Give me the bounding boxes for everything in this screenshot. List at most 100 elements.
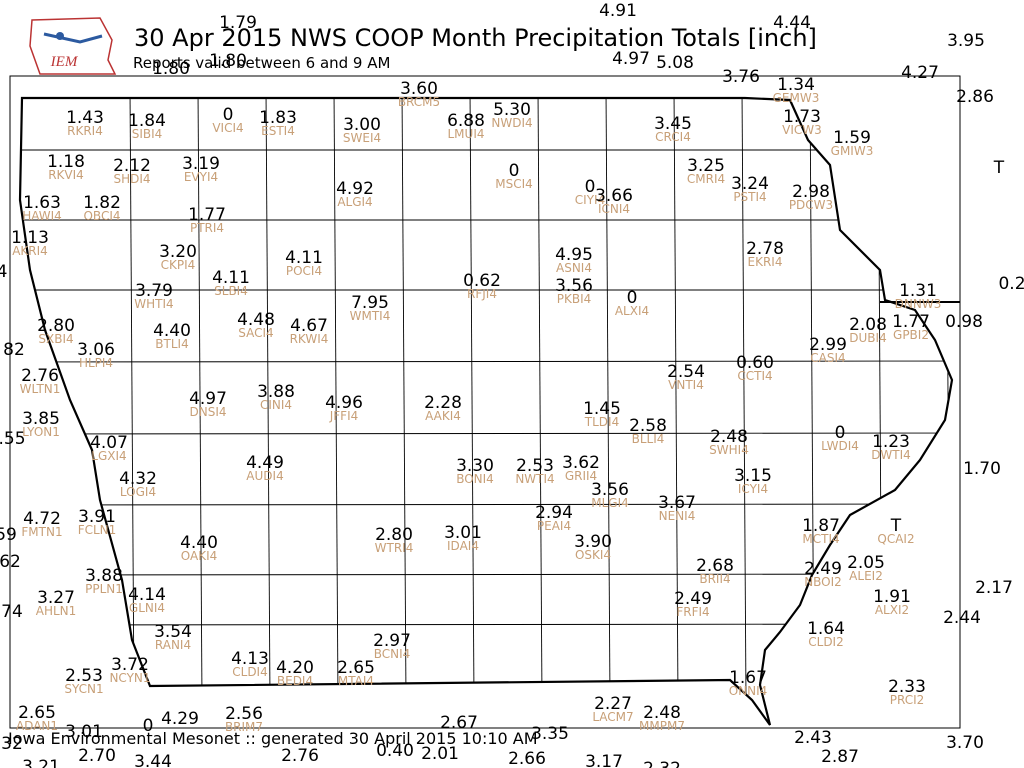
station-id: LACM7 [592, 710, 633, 724]
station-value: 3.88 [85, 566, 123, 586]
station-id: FRFI4 [676, 605, 709, 619]
station-value: 7.95 [351, 293, 389, 313]
station-id: ASNI4 [556, 261, 592, 275]
station-value: 1.80 [209, 51, 247, 71]
station-value: 3.90 [574, 532, 612, 552]
station-value: 1.23 [872, 432, 910, 452]
station-value: 0.2 [998, 274, 1024, 294]
station-id: AUDI4 [246, 469, 283, 483]
station-value: 1.91 [873, 587, 911, 607]
station-value: 1.80 [152, 59, 190, 79]
station-value: 4.44 [773, 13, 811, 33]
county-line [605, 98, 611, 701]
station-id: LGXI4 [91, 449, 126, 463]
station-value: 2.53 [516, 456, 554, 476]
county-line [20, 360, 952, 363]
station-value: 3.70 [946, 733, 984, 753]
station-value: 2.87 [821, 747, 859, 767]
station: 1.79 [219, 13, 257, 33]
station-id: VICI4 [212, 121, 243, 135]
station-id: BRCM5 [398, 95, 440, 109]
station-value: 4.92 [336, 179, 374, 199]
subtitle: Reports valid between 6 and 9 AM [133, 54, 390, 72]
county-line [469, 98, 475, 701]
station-value: 4.97 [189, 389, 227, 409]
station-value: 2.76 [21, 366, 59, 386]
footer: Iowa Environmental Mesonet :: generated … [8, 729, 538, 748]
station-value: 4.40 [153, 321, 191, 341]
station-value: 4.29 [161, 709, 199, 729]
station: 2.01 [421, 744, 459, 764]
station-value: 2.49 [804, 559, 842, 579]
station-id: IDAI4 [447, 539, 479, 553]
station-id: WTRI4 [375, 541, 414, 555]
station-value: 5.08 [656, 53, 694, 73]
station-id: EKRI4 [748, 255, 783, 269]
station-id: CRCI4 [655, 130, 691, 144]
station: 0.40 [376, 741, 414, 761]
station-value: 1.59 [833, 128, 871, 148]
station-value: 2.48 [710, 427, 748, 447]
station: 3.35 [531, 724, 569, 744]
station: 32 [1, 734, 23, 754]
map-frame [9, 75, 961, 729]
station-value: 3.91 [78, 507, 116, 527]
station: 5.08 [656, 53, 694, 73]
station-value: 3.06 [77, 340, 115, 360]
station-value: 0 [143, 716, 154, 736]
station-value: 2.27 [594, 694, 632, 714]
station: 3.01 [65, 722, 103, 742]
station-id: VICW3 [782, 123, 822, 137]
station-value: 1.79 [219, 13, 257, 33]
station-id: SXBI4 [38, 332, 73, 346]
station-value: 6.88 [447, 111, 485, 131]
station: 2.66 [508, 749, 546, 768]
station-id: LWDI4 [821, 439, 859, 453]
station: 0.2 [998, 274, 1024, 294]
station-value: 3.45 [654, 114, 692, 134]
county-line [401, 98, 407, 701]
station-value: 82 [3, 340, 25, 360]
station-id: NCYN1 [109, 671, 150, 685]
station-value: 1.63 [23, 193, 61, 213]
station-id: FCLN1 [78, 523, 117, 537]
station: 1.70 [963, 459, 1001, 479]
station-value: 3.60 [400, 79, 438, 99]
station-value: 1.45 [583, 399, 621, 419]
station-id: ALXI2 [875, 603, 909, 617]
station: 3.70 [946, 733, 984, 753]
county-line [537, 98, 543, 701]
station-id: GRII4 [565, 469, 597, 483]
station-id: CLDI4 [232, 665, 267, 679]
station-value: 3.79 [135, 281, 173, 301]
station-id: OBCI4 [83, 209, 120, 223]
station-id: NENI4 [659, 509, 696, 523]
county-lines [20, 98, 952, 701]
state-outline [18, 96, 954, 726]
county-line [265, 98, 271, 701]
station: 3.44 [134, 752, 172, 768]
station-value: 4.95 [555, 245, 593, 265]
